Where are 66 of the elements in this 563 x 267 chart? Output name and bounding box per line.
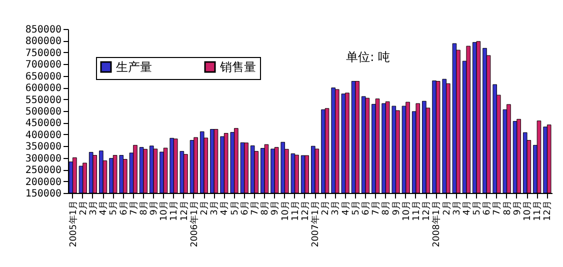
x-tick-label: 2月 [78, 200, 89, 216]
x-tick-label: 2006年1月 [188, 200, 200, 248]
x-tick-label: 9月 [512, 200, 523, 216]
y-tick-label: 750000 [25, 48, 62, 59]
x-tick-label: 7月 [129, 200, 140, 216]
y-tick-label: 550000 [25, 94, 62, 106]
x-tick-label: 5月 [109, 200, 120, 216]
x-tick-label: 7月 [492, 200, 503, 216]
x-tick-label: 3月 [210, 200, 220, 216]
x-tick-label: 2月 [200, 200, 210, 216]
x-tick-label: 7月 [250, 200, 260, 216]
x-tick-label: 8月 [502, 200, 513, 216]
x-tick-label: 10月 [523, 200, 534, 221]
x-tick-label: 12月 [300, 200, 311, 221]
x-tick-label: 4月 [220, 200, 230, 216]
x-tick-label: 3月 [452, 200, 462, 216]
x-tick-label: 12月 [422, 200, 432, 221]
x-tick-label: 12月 [180, 200, 190, 221]
x-tick-label: 2月 [321, 200, 332, 216]
x-tick-label: 4月 [462, 200, 472, 216]
y-tick-label: 800000 [25, 36, 62, 48]
x-tick-label: 6月 [240, 200, 250, 216]
x-tick-label: 12月 [543, 200, 554, 221]
x-tick-label: 3月 [88, 200, 99, 216]
x-tick-label: 10月 [160, 200, 170, 221]
x-tick-label: 10月 [402, 200, 412, 221]
x-tick-label: 3月 [331, 200, 342, 216]
y-tick-label: 500000 [25, 106, 62, 118]
legend-label: 生产量 [116, 60, 152, 74]
y-tick-label: 600000 [25, 83, 62, 94]
x-tick-label: 6月 [482, 200, 493, 216]
y-tick-label: 850000 [25, 24, 62, 36]
annotation: 单位: 吨 [346, 50, 390, 64]
x-tick-label: 9月 [150, 200, 160, 216]
y-tick-label: 350000 [25, 142, 62, 153]
x-tick-label: 2月 [442, 200, 452, 216]
x-tick-label: 11月 [170, 200, 180, 221]
x-tick-label: 11月 [412, 200, 422, 221]
x-tick-label: 10月 [280, 200, 291, 221]
y-tick-label: 150000 [25, 188, 62, 200]
y-tick-label: 300000 [25, 153, 62, 164]
y-tick-label: 700000 [25, 60, 62, 71]
x-tick-label: 5月 [472, 200, 483, 216]
x-tick-label: 11月 [533, 200, 544, 221]
legend-label: 销售量 [219, 60, 256, 74]
x-tick-label: 7月 [372, 200, 382, 216]
x-tick-label: 2008年1月 [431, 200, 442, 248]
x-tick-label: 8月 [139, 200, 150, 216]
y-tick-label: 200000 [25, 176, 62, 188]
x-tick-label: 4月 [341, 200, 352, 216]
x-tick-label: 2005年1月 [68, 200, 79, 248]
x-tick-label: 6月 [119, 200, 130, 216]
y-tick-label: 400000 [25, 130, 62, 141]
x-tick-label: 8月 [260, 200, 271, 216]
x-tick-label: 8月 [382, 200, 392, 216]
x-tick-label: 5月 [230, 200, 240, 216]
x-tick-label: 6月 [362, 200, 372, 216]
y-tick-label: 250000 [25, 165, 62, 176]
x-tick-label: 9月 [270, 200, 281, 216]
y-tick-label: 450000 [25, 118, 62, 130]
x-tick-label: 2007年1月 [310, 200, 322, 248]
x-tick-label: 9月 [392, 200, 402, 216]
x-tick-label: 5月 [351, 200, 362, 216]
y-tick-label: 650000 [25, 71, 62, 82]
x-tick-label: 11月 [290, 200, 301, 221]
x-tick-label: 4月 [99, 200, 110, 216]
